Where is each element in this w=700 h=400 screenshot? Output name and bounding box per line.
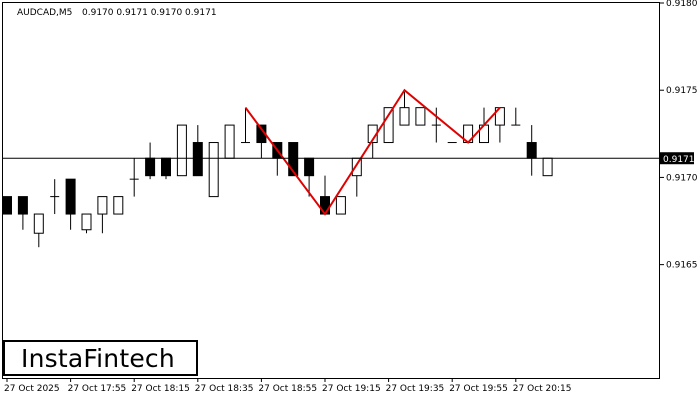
- current-price-badge: 0.9171: [660, 152, 695, 165]
- candle: [399, 91, 410, 126]
- candle: [335, 196, 346, 215]
- candle-body: [304, 157, 315, 177]
- candle: [224, 124, 235, 159]
- pattern-layer: [244, 88, 501, 216]
- candle: [129, 158, 139, 197]
- candle-body: [224, 124, 235, 159]
- symbol-header: AUDCAD,M5: [17, 8, 72, 18]
- ohlc-header: 0.9170 0.9171 0.9170 0.9171: [82, 8, 217, 18]
- candle-body: [176, 124, 187, 177]
- x-tick-label: 27 Oct 2025: [4, 384, 60, 394]
- candle-body: [161, 157, 171, 177]
- x-tick-label: 27 Oct 19:15: [322, 384, 381, 394]
- candle: [542, 157, 553, 177]
- x-tick-label: 27 Oct 18:35: [195, 384, 254, 394]
- y-tick-label: 0.9180: [666, 0, 698, 9]
- candle-body: [383, 107, 394, 144]
- candle-body: [415, 107, 426, 126]
- candle-body: [81, 213, 92, 231]
- candle-body: [542, 157, 553, 177]
- logo-text: InstaFintech: [21, 343, 175, 373]
- candle-body: [526, 142, 537, 159]
- candle: [431, 107, 441, 143]
- x-tick-label: 27 Oct 18:15: [131, 384, 190, 394]
- y-axis: 0.9180 0.9175 0.9170 0.9165: [660, 0, 698, 271]
- candle: [511, 107, 521, 126]
- y-tick-label: 0.9170: [666, 173, 698, 183]
- candle: [2, 196, 12, 215]
- candle: [33, 213, 44, 248]
- candle: [81, 213, 92, 234]
- x-tick-label: 27 Oct 17:55: [68, 384, 127, 394]
- candle: [383, 107, 394, 144]
- x-tick-label: 27 Oct 19:55: [449, 384, 508, 394]
- x-tick-label: 27 Oct 20:15: [513, 384, 572, 394]
- plot-frame: [2, 2, 660, 379]
- current-price-label: 0.9171: [663, 155, 695, 165]
- x-tick-label: 27 Oct 19:35: [386, 384, 445, 394]
- candle: [65, 178, 76, 230]
- brand-logo: InstaFintech: [3, 340, 198, 376]
- candle-body: [2, 196, 12, 215]
- candle: [192, 125, 203, 177]
- candle: [176, 124, 187, 177]
- x-tick-label: 27 Oct 18:55: [258, 384, 317, 394]
- candle: [50, 179, 60, 215]
- candle: [17, 196, 28, 230]
- candle-body: [288, 142, 299, 177]
- y-tick-label: 0.9165: [666, 261, 698, 271]
- candle-body: [145, 157, 156, 177]
- candle-body: [113, 196, 124, 215]
- candle: [113, 196, 124, 215]
- candle-body: [17, 196, 28, 215]
- candle: [241, 107, 250, 144]
- candle: [97, 196, 108, 234]
- candle: [161, 157, 171, 180]
- candle-body: [399, 107, 410, 126]
- y-tick-label: 0.9175: [666, 86, 698, 96]
- candle: [415, 107, 426, 126]
- candle-body: [33, 213, 44, 234]
- candle-body: [97, 196, 108, 215]
- candle-body: [208, 142, 219, 198]
- candle-body: [335, 196, 346, 215]
- candle-body: [65, 178, 76, 215]
- pattern-line: [244, 88, 501, 216]
- candle-body: [192, 142, 203, 177]
- candle: [208, 142, 219, 198]
- candles-layer: [2, 91, 553, 248]
- x-axis: 27 Oct 2025 27 Oct 17:55 27 Oct 18:15 27 Oc…: [4, 378, 571, 394]
